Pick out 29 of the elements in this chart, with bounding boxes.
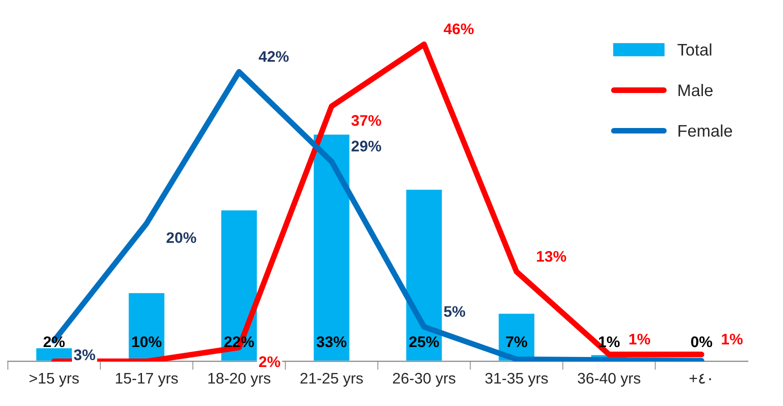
data-label: 0% [691, 336, 712, 348]
data-label: 33% [316, 336, 346, 348]
x-tick-label: 21-25 yrs [300, 372, 363, 387]
x-tick-label: 15-17 yrs [116, 373, 178, 387]
legend-label: Total [678, 43, 712, 56]
x-tick-label: 26-30 yrs [392, 372, 456, 387]
data-label: 42% [258, 51, 289, 62]
data-label: 10% [132, 336, 162, 348]
data-label: 7% [506, 336, 528, 348]
data-label: 1% [598, 336, 620, 348]
x-tick-label: >15 yrs [30, 373, 79, 387]
data-label: 5% [444, 306, 466, 317]
legend-label: Male [678, 84, 713, 96]
data-label: 2% [44, 336, 65, 348]
x-tick-label: 18-20 yrs [208, 372, 270, 387]
data-label: 46% [444, 23, 474, 34]
data-label: 20% [166, 232, 196, 244]
data-label: 25% [409, 336, 439, 348]
data-label: 1% [722, 334, 743, 344]
x-tick-label: +٤٠ [690, 374, 711, 384]
legend-label: Female [678, 124, 732, 137]
data-label: 29% [352, 140, 382, 152]
data-label: 13% [536, 250, 566, 262]
data-label: 37% [351, 115, 382, 126]
data-label: 3% [74, 349, 96, 360]
data-label: 2% [259, 356, 280, 368]
x-tick-label: 36-40 yrs [578, 372, 640, 387]
data-label: 1% [629, 334, 650, 344]
x-tick-label: 31-35 yrs [485, 372, 548, 387]
